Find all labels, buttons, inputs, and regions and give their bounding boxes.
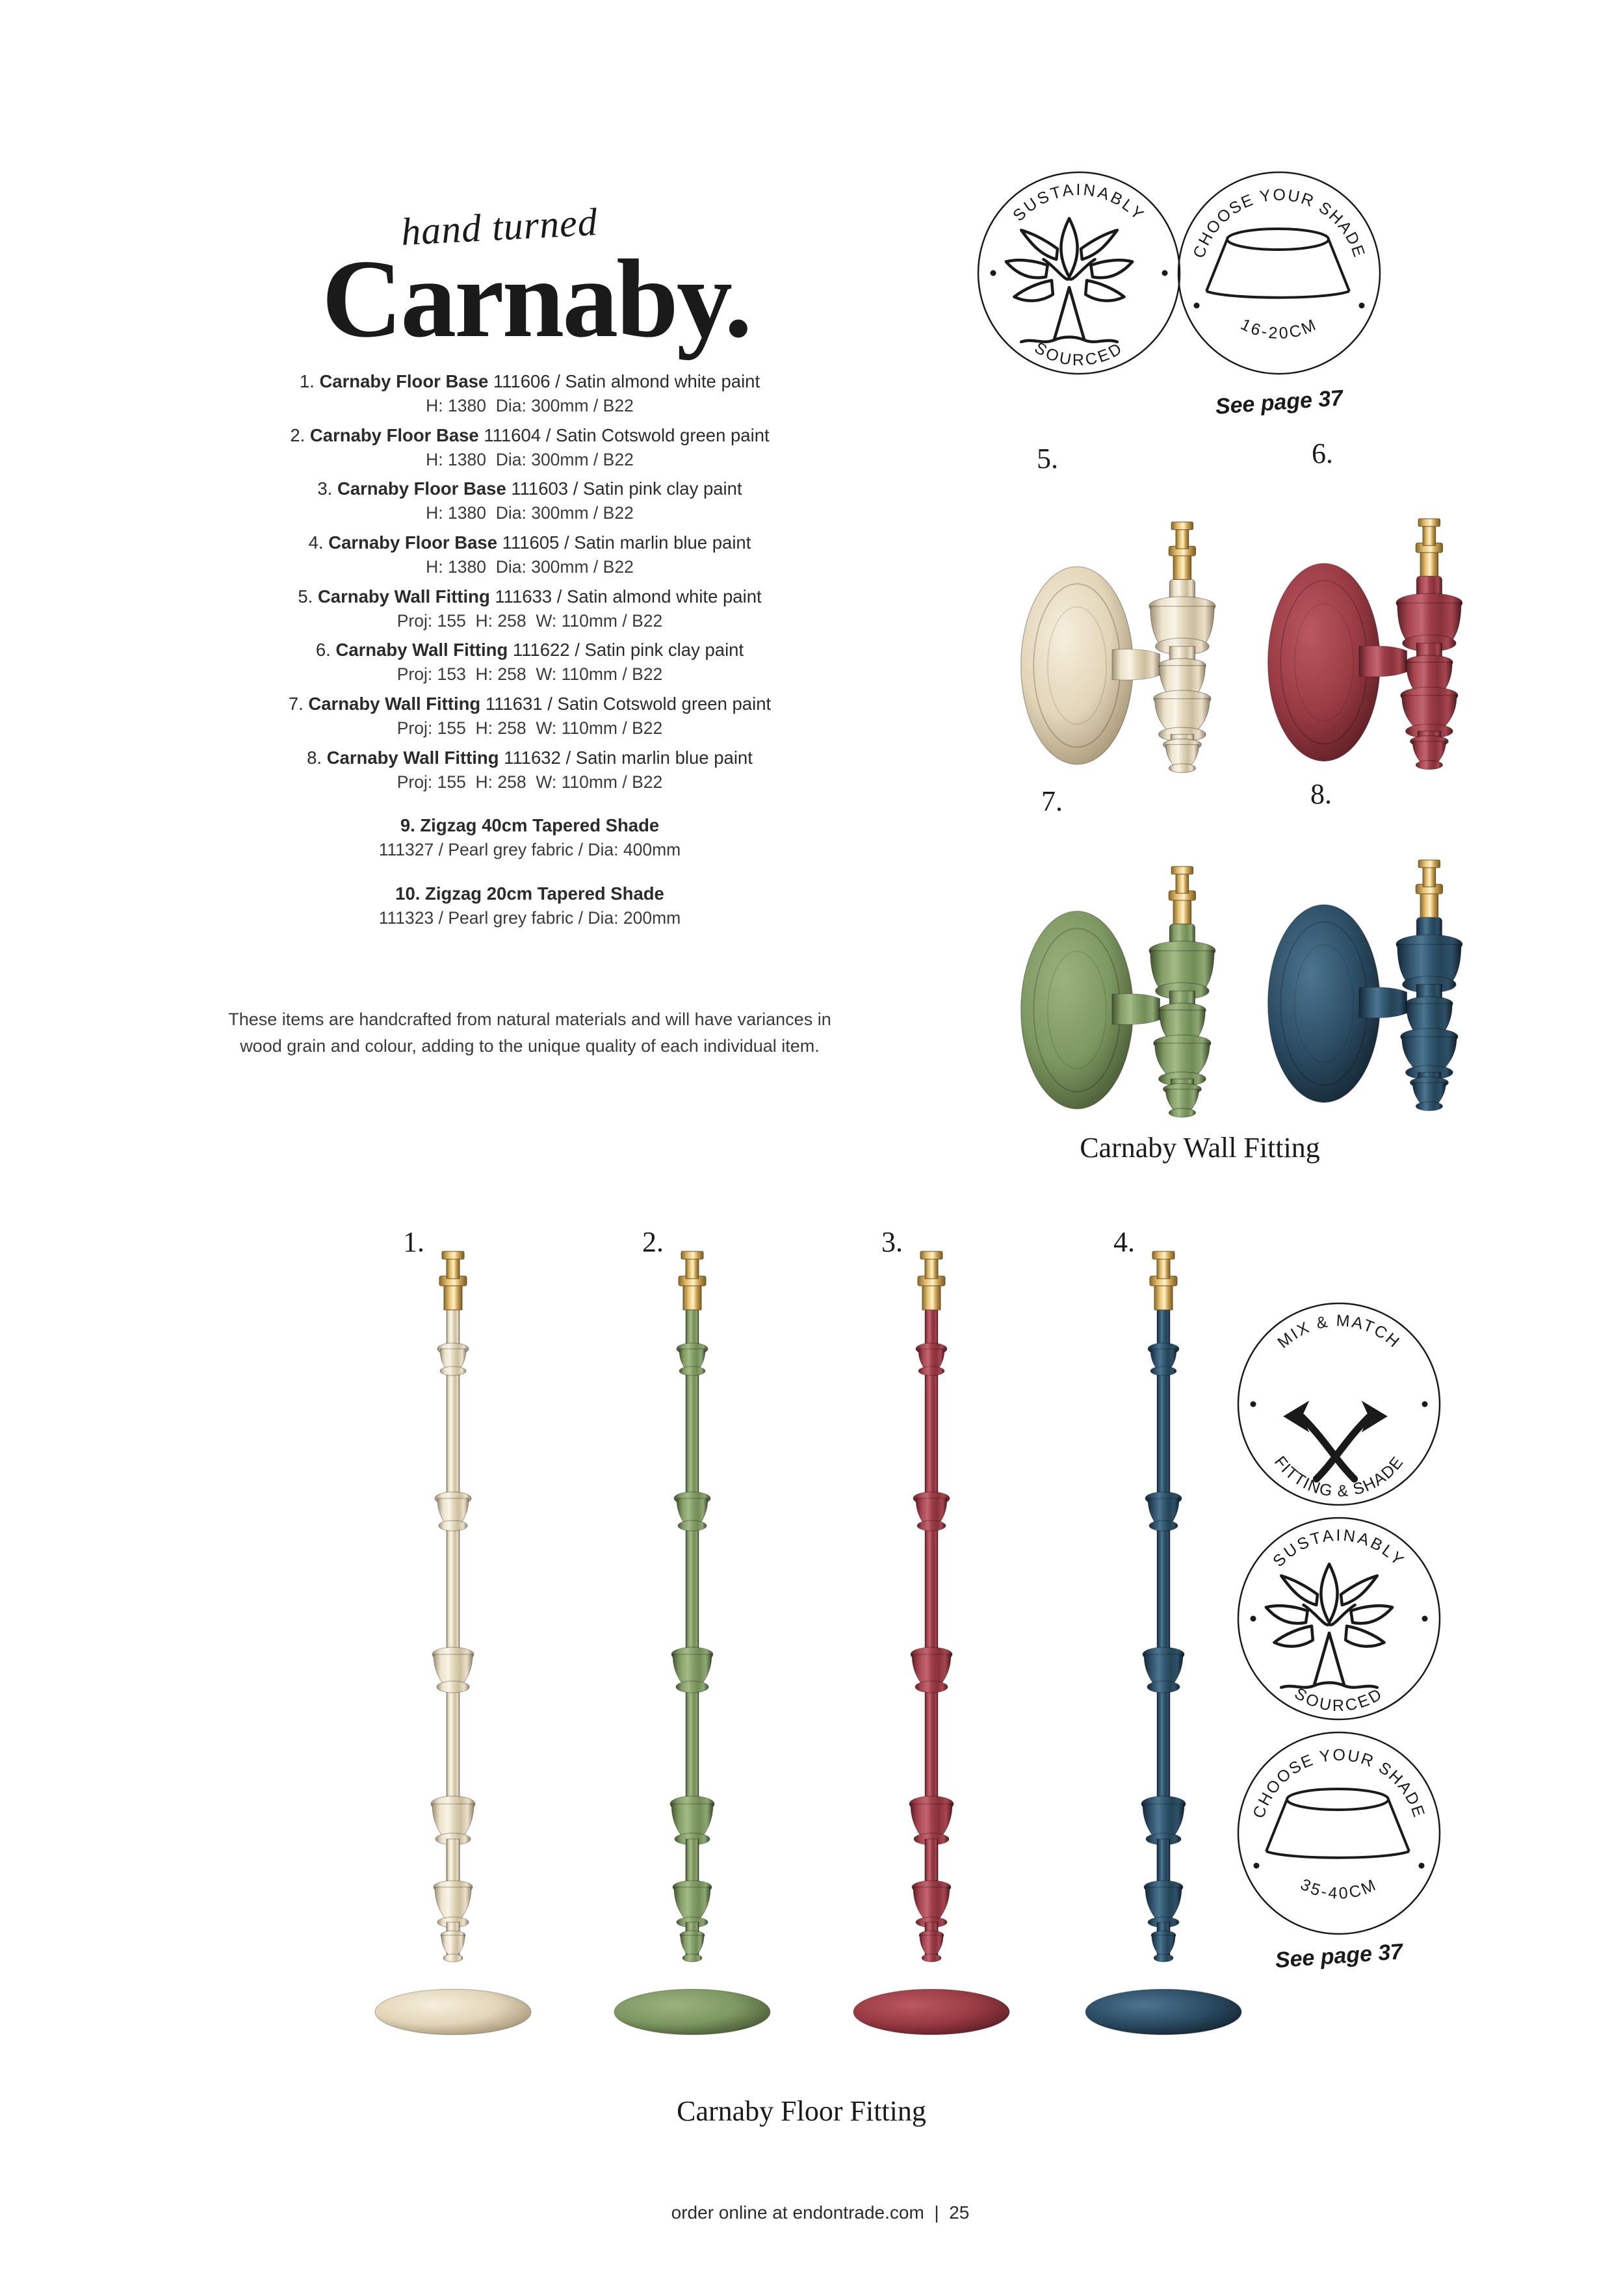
- svg-text:16-20CM: 16-20CM: [1238, 315, 1320, 343]
- svg-text:SUSTAINABLY: SUSTAINABLY: [1009, 181, 1149, 225]
- svg-text:35-40CM: 35-40CM: [1297, 1875, 1380, 1903]
- svg-text:SUSTAINABLY: SUSTAINABLY: [1269, 1526, 1409, 1571]
- svg-text:MIX & MATCH: MIX & MATCH: [1274, 1312, 1404, 1352]
